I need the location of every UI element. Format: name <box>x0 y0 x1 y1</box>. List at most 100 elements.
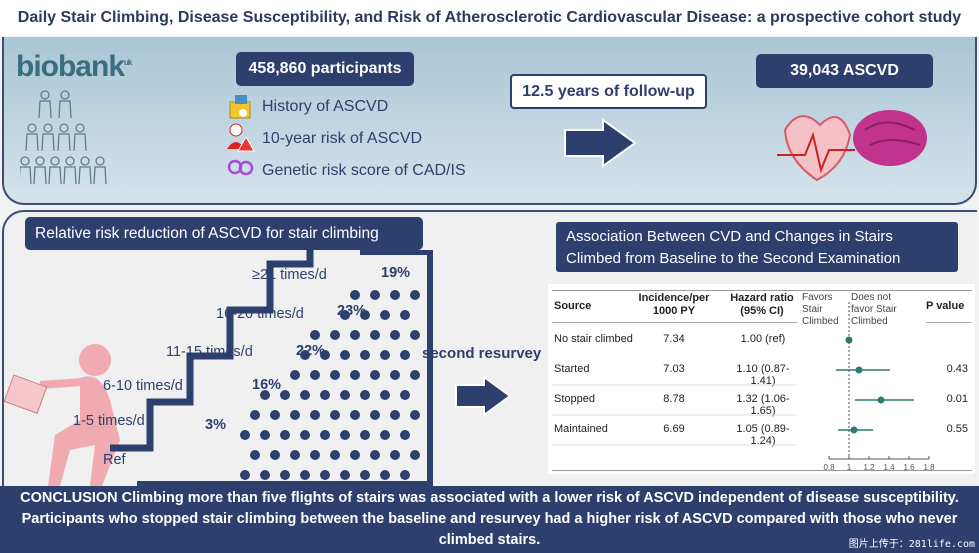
cell-hr_text: 1.00 (ref) <box>740 333 786 345</box>
hr-point <box>850 426 858 434</box>
dot <box>370 450 380 460</box>
step-label: 6-10 times/d <box>103 378 183 394</box>
dot <box>380 430 390 440</box>
feature-genetic-score: Genetic risk score of CAD/IS <box>262 162 466 179</box>
dot <box>380 390 390 400</box>
arrow-right-icon <box>455 375 512 417</box>
cell-p: 0.01 <box>946 393 968 405</box>
cell-hr_text: 1.32 (1.06-1.65) <box>736 393 790 417</box>
watermark: 图片上传于：281life.com <box>848 539 975 550</box>
dot <box>350 330 360 340</box>
step-label: 1-5 times/d <box>73 413 145 429</box>
medical-folder-icon <box>229 95 251 119</box>
header-not-favor: Does not favor Stair Climbed <box>851 292 897 327</box>
dot <box>370 290 380 300</box>
cell-incidence: 7.34 <box>663 333 685 345</box>
person-warning-icon <box>227 123 255 152</box>
dot <box>390 370 400 380</box>
dot <box>280 390 290 400</box>
step-risk-reduction: 22% <box>296 343 326 359</box>
dot <box>370 370 380 380</box>
cell-source: No stair climbed <box>554 333 633 345</box>
cell-hr_text: 1.05 (0.89-1.24) <box>736 423 790 447</box>
dot <box>400 390 410 400</box>
dot <box>300 430 310 440</box>
step-label: Ref <box>103 452 126 468</box>
tick-label: 1.4 <box>883 463 895 472</box>
dot <box>310 450 320 460</box>
dot <box>330 370 340 380</box>
dot <box>330 330 340 340</box>
cell-source: Stopped <box>554 393 595 405</box>
dot <box>350 370 360 380</box>
dot <box>400 430 410 440</box>
dot <box>400 470 410 480</box>
cell-source: Maintained <box>554 423 608 435</box>
dot <box>340 350 350 360</box>
followup-badge: 12.5 years of follow-up <box>510 74 707 109</box>
tick-label: 1.8 <box>923 463 935 472</box>
dot <box>320 430 330 440</box>
dot <box>350 410 360 420</box>
step-risk-reduction: 19% <box>381 265 411 281</box>
dot <box>390 330 400 340</box>
dot <box>360 350 370 360</box>
dot <box>310 330 320 340</box>
logo-text: biobank <box>16 50 125 83</box>
dot <box>340 390 350 400</box>
tick-label: 1 <box>847 463 852 472</box>
dot <box>300 470 310 480</box>
cell-p: 0.55 <box>946 423 968 435</box>
step-label: 11-15 times/d <box>166 344 253 360</box>
dot <box>270 450 280 460</box>
stairs-diagram <box>3 250 433 486</box>
stairs-title: Relative risk reduction of ASCVD for sta… <box>25 217 423 250</box>
dot <box>370 330 380 340</box>
cell-source: Started <box>554 363 590 375</box>
dot <box>360 470 370 480</box>
header-source: Source <box>554 300 592 312</box>
dot <box>280 470 290 480</box>
dot <box>290 450 300 460</box>
dot <box>260 470 270 480</box>
forest-plot: 0.8 1 1.2 1.4 1.6 1.8 <box>552 302 935 472</box>
feature-history: History of ASCVD <box>262 98 389 115</box>
dot <box>340 310 350 320</box>
page-title: Daily Stair Climbing, Disease Susceptibi… <box>0 0 979 36</box>
dot <box>360 310 370 320</box>
dot <box>410 450 420 460</box>
dot <box>340 430 350 440</box>
dot <box>390 290 400 300</box>
dot <box>290 370 300 380</box>
dot <box>300 350 310 360</box>
dot <box>300 390 310 400</box>
feature-10yr-risk: 10-year risk of ASCVD <box>262 130 423 147</box>
heart-brain-icon <box>777 110 927 182</box>
dot <box>260 430 270 440</box>
hr-point <box>877 396 885 404</box>
staircase <box>110 250 314 452</box>
biobank-logo: biobankuk <box>16 50 132 84</box>
dot <box>320 390 330 400</box>
dot <box>240 430 250 440</box>
dot <box>360 430 370 440</box>
header-favors: Favors Stair Climbed <box>802 292 839 327</box>
cell-p: 0.43 <box>946 363 968 375</box>
dot <box>240 470 250 480</box>
tick-label: 1.2 <box>863 463 875 472</box>
step-risk-reduction: 3% <box>205 417 226 433</box>
header-hr: Hazard ratio (95% CI) <box>730 292 794 317</box>
dot <box>400 350 410 360</box>
dot <box>390 410 400 420</box>
dot <box>330 410 340 420</box>
outcome-badge: 39,043 ASCVD <box>756 54 933 88</box>
dot <box>260 390 270 400</box>
dot <box>380 470 390 480</box>
dot <box>320 470 330 480</box>
participants-badge: 458,860 participants <box>236 52 414 86</box>
people-crowd-icon <box>20 90 107 185</box>
cell-incidence: 8.78 <box>663 393 685 405</box>
step-risk-reduction: 23% <box>337 303 367 319</box>
cell-incidence: 7.03 <box>663 363 685 375</box>
running-person-icon <box>3 344 120 486</box>
